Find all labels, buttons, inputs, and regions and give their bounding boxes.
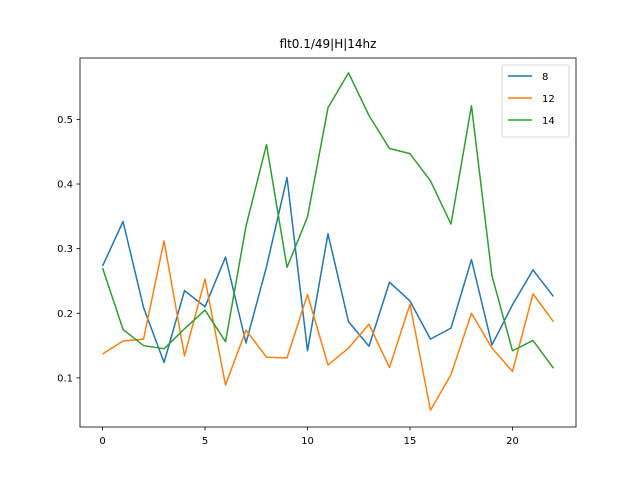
x-tick-label: 0 [99,436,105,447]
legend: 8 12 14 [501,64,570,138]
legend-box [501,64,570,138]
x-tick-label: 10 [301,436,314,447]
plot-area [79,57,577,428]
series-layer [101,72,555,411]
legend-label: 8 [542,72,548,83]
legend-label: 12 [542,94,555,105]
legend-label: 14 [542,116,555,127]
series-line-12 [102,240,555,411]
y-tick-label: 0.2 [57,309,73,320]
x-axis: 0 5 10 15 20 [99,427,519,447]
y-tick-label: 0.3 [57,244,73,255]
y-tick-label: 0.1 [57,373,73,384]
x-tick-label: 15 [404,436,417,447]
series-line-14 [101,72,555,369]
y-axis: 0.1 0.2 0.3 0.4 0.5 [57,115,80,384]
y-tick-label: 0.5 [57,115,73,126]
x-tick-label: 5 [202,436,208,447]
x-tick-label: 20 [506,436,519,447]
y-tick-label: 0.4 [57,180,73,191]
chart-title: flt0.1/49|H|14hz [280,37,377,51]
